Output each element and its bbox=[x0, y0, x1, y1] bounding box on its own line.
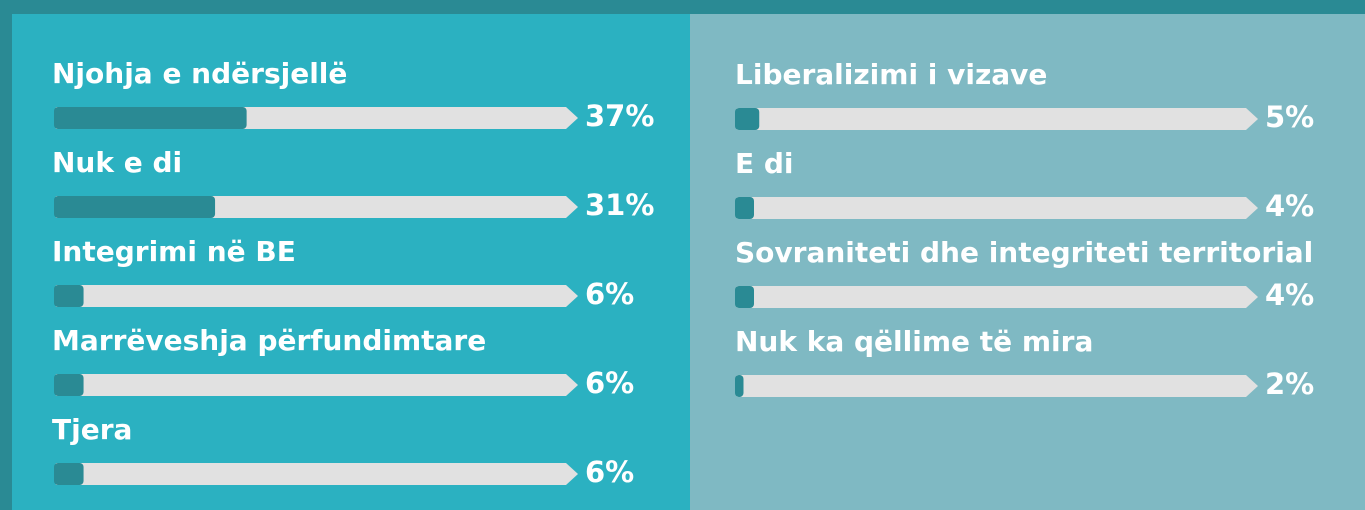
value-label: 6% bbox=[585, 455, 634, 489]
bar-track bbox=[54, 463, 578, 485]
bar-fill bbox=[54, 107, 247, 129]
item-label: Tjera bbox=[52, 413, 132, 446]
item-label: E di bbox=[735, 147, 794, 180]
right-panel bbox=[690, 14, 1365, 510]
value-label: 2% bbox=[1265, 367, 1314, 401]
item-label: Njohja e ndërsjellë bbox=[52, 57, 347, 90]
item-label: Sovraniteti dhe integriteti territorial bbox=[735, 236, 1313, 269]
value-label: 4% bbox=[1265, 189, 1314, 223]
item-label: Nuk ka qëllime të mira bbox=[735, 325, 1093, 358]
value-label: 4% bbox=[1265, 278, 1314, 312]
bar-track bbox=[54, 374, 578, 396]
item-label: Liberalizimi i vizave bbox=[735, 58, 1047, 91]
bar-fill bbox=[54, 285, 84, 307]
value-label: 31% bbox=[585, 188, 654, 222]
bar-fill bbox=[54, 463, 84, 485]
bar-fill bbox=[54, 196, 216, 218]
left-panel bbox=[12, 14, 690, 510]
item-label: Nuk e di bbox=[52, 146, 182, 179]
bar-fill bbox=[735, 375, 744, 397]
bar-fill bbox=[735, 108, 760, 130]
value-label: 37% bbox=[585, 99, 654, 133]
bar-track bbox=[735, 286, 1258, 308]
bar-fill bbox=[735, 197, 754, 219]
bar-track bbox=[54, 285, 578, 307]
value-label: 6% bbox=[585, 277, 634, 311]
bar-track bbox=[735, 197, 1258, 219]
value-label: 5% bbox=[1265, 100, 1314, 134]
bar-fill bbox=[735, 286, 754, 308]
item-label: Marrëveshja përfundimtare bbox=[52, 324, 486, 357]
bar-fill bbox=[54, 374, 84, 396]
bar-track bbox=[735, 108, 1258, 130]
value-label: 6% bbox=[585, 366, 634, 400]
bar-track bbox=[735, 375, 1258, 397]
item-label: Integrimi në BE bbox=[52, 235, 296, 268]
